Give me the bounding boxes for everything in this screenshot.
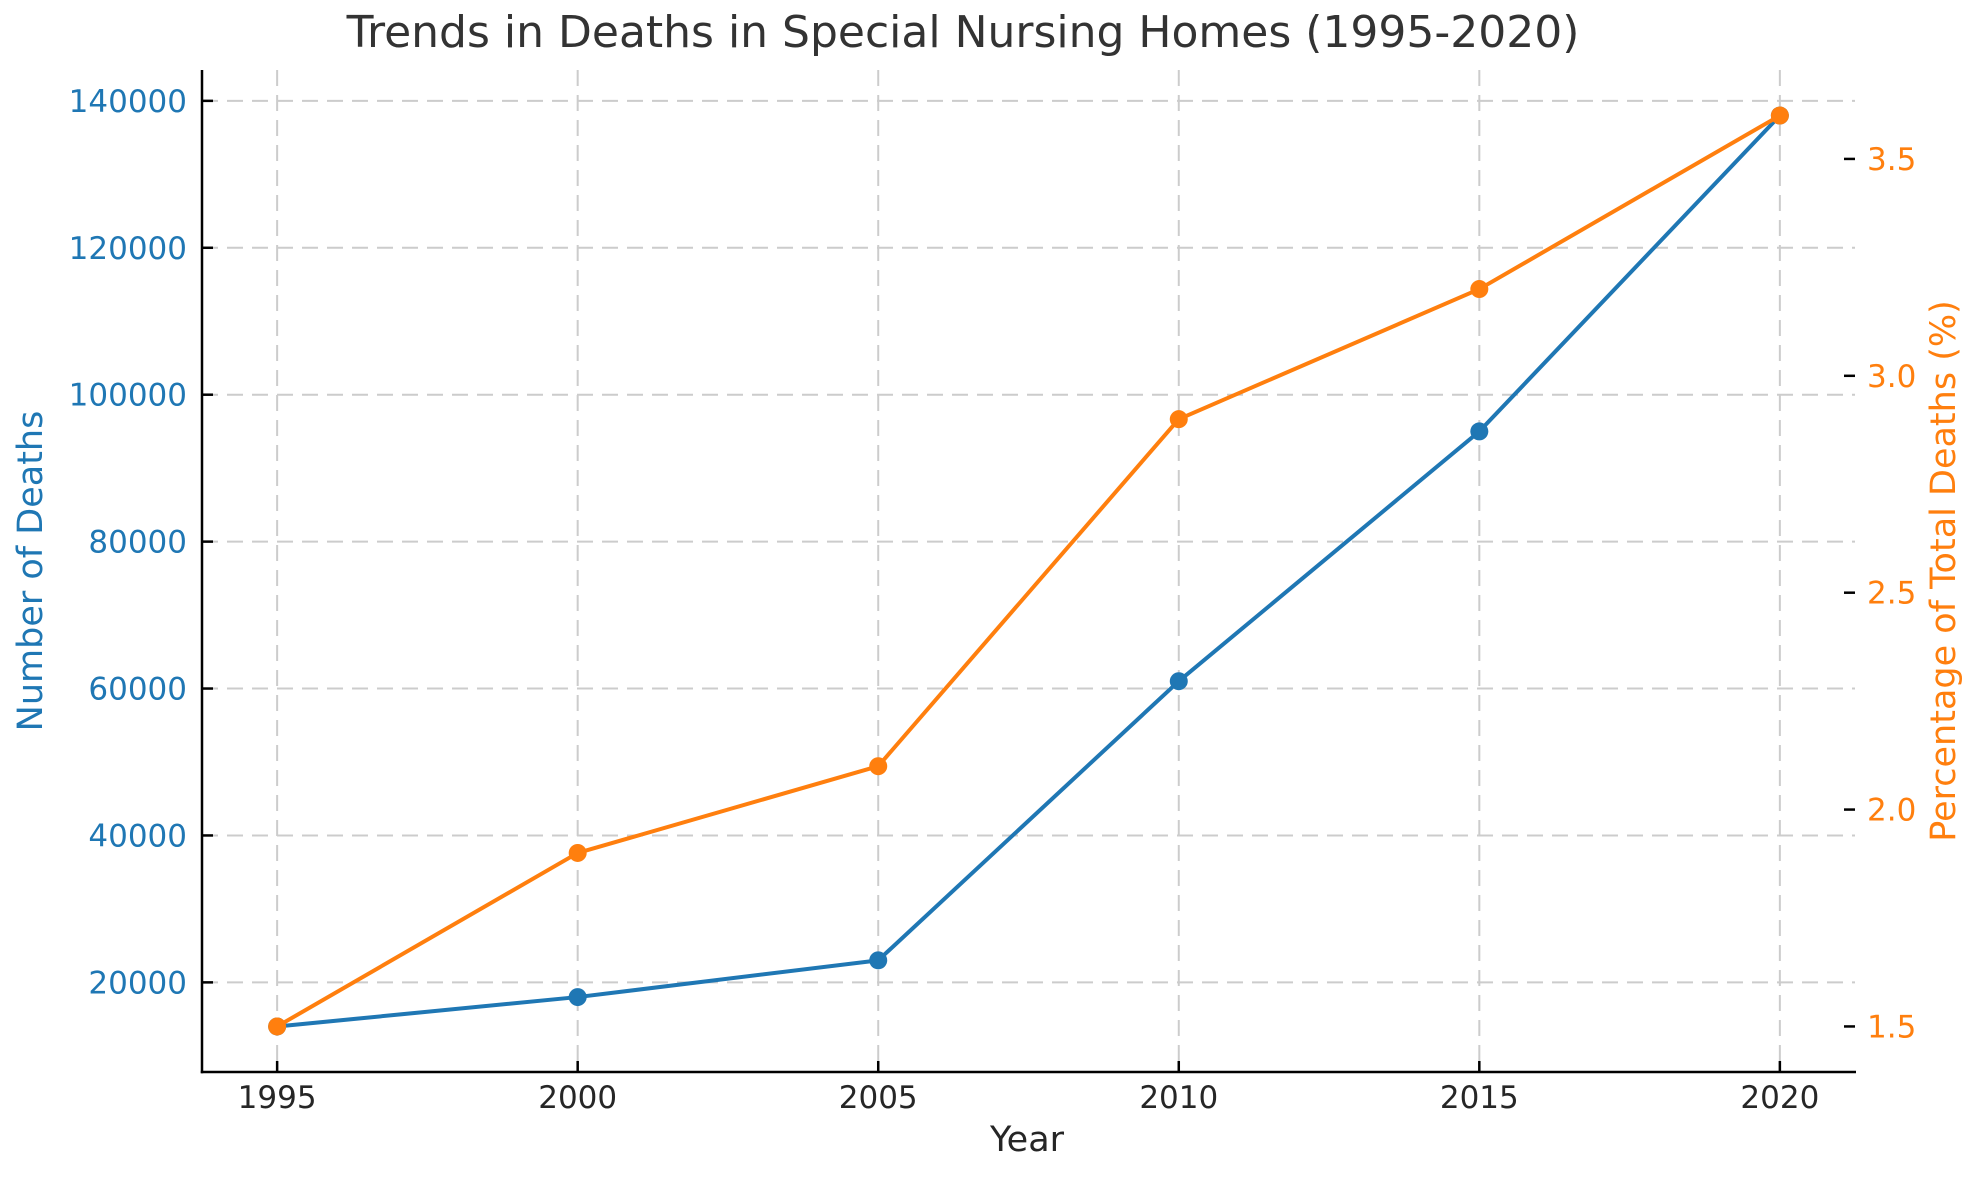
- data-series: [268, 106, 1789, 1036]
- deaths-line: [275, 113, 1782, 1029]
- left-tick-label: 40000: [88, 818, 187, 854]
- left-tick-label: 60000: [88, 672, 187, 708]
- percentage-line: [275, 113, 1782, 1029]
- axis-ticks: 20000 40000 60000 80000 100000 120000 140000 1.…: [69, 84, 1917, 1116]
- percentage-data-point-marker: [1770, 106, 1789, 125]
- deaths-data-point-marker: [1169, 672, 1188, 691]
- left-tick-label: 120000: [69, 231, 187, 267]
- x-tick-label: 2000: [538, 1080, 617, 1116]
- right-tick-label: 2.5: [1867, 576, 1916, 612]
- deaths-data-point-marker: [568, 988, 587, 1007]
- percentage-data-point-marker: [869, 757, 888, 776]
- percentage-data-point-marker: [268, 1017, 287, 1036]
- left-tick-label: 100000: [69, 378, 187, 414]
- grid-lines: [202, 70, 1855, 1072]
- axis-spines: [200, 70, 1856, 1074]
- x-tick-label: 2020: [1740, 1080, 1819, 1116]
- x-tick-label: 2005: [839, 1080, 918, 1116]
- percentage-data-point-marker: [1470, 280, 1489, 299]
- x-tick-label: 2010: [1139, 1080, 1218, 1116]
- right-tick-label: 1.5: [1867, 1009, 1916, 1045]
- percentage-data-point-marker: [568, 843, 587, 862]
- right-y-axis-label: Percentage of Total Deaths (%): [1924, 300, 1964, 842]
- left-tick-label: 140000: [69, 84, 187, 120]
- left-y-axis-label: Number of Deaths: [11, 411, 51, 732]
- right-tick-label: 3.5: [1867, 142, 1916, 178]
- right-tick-label: 3.0: [1867, 359, 1916, 395]
- left-tick-label: 80000: [88, 525, 187, 561]
- deaths-data-point-marker: [869, 951, 888, 970]
- right-tick-label: 2.0: [1867, 793, 1916, 829]
- percentage-data-point-marker: [1169, 410, 1188, 429]
- x-tick-label: 2015: [1440, 1080, 1519, 1116]
- chart-title: Trends in Deaths in Special Nursing Home…: [346, 7, 1580, 58]
- deaths-data-point-marker: [1470, 422, 1489, 441]
- x-axis-label: Year: [989, 1120, 1065, 1160]
- left-tick-label: 20000: [88, 965, 187, 1001]
- x-tick-label: 1995: [238, 1080, 317, 1116]
